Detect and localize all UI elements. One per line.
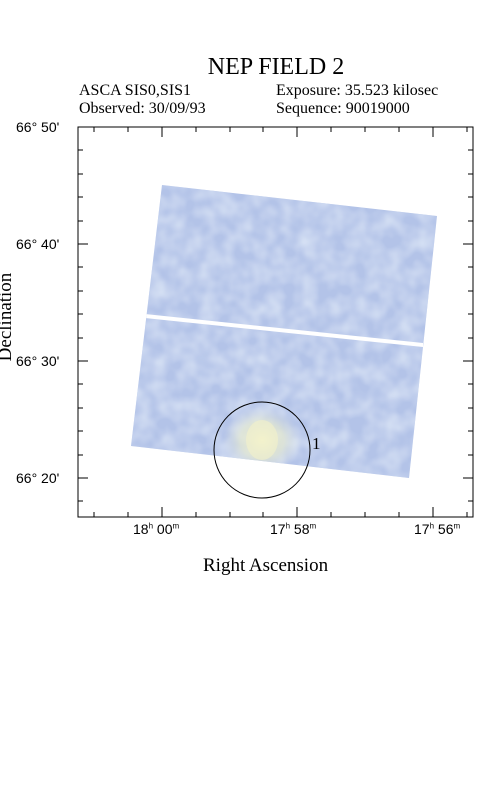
source-label-1: 1 [312,434,321,453]
figure-title: NEP FIELD 2 [207,54,345,80]
observed-label: Observed: 30/09/93 [79,100,206,117]
exposure-image [131,185,437,478]
dec-tick-label: 66° 30' [16,353,60,369]
ra-tick-label: 17h 58m [270,521,317,537]
y-axis-title: Declination [0,272,16,362]
dec-tick-label: 66° 40' [16,236,60,252]
exposure-label: Exposure: 35.523 kilosec [276,82,439,99]
ra-tick-label: 18h 00m [133,521,180,537]
ra-tick-label: 17h 56m [414,521,461,537]
dec-tick-label: 66° 20' [16,470,60,486]
plot-frame [77,126,474,518]
source-circle [213,401,311,499]
sequence-label: Sequence: 90019000 [276,100,410,117]
x-axis-title: Right Ascension [203,555,329,576]
instrument-label: ASCA SIS0,SIS1 [79,82,192,99]
tick-marks [78,126,473,517]
dec-tick-label: 66° 50' [16,119,60,135]
